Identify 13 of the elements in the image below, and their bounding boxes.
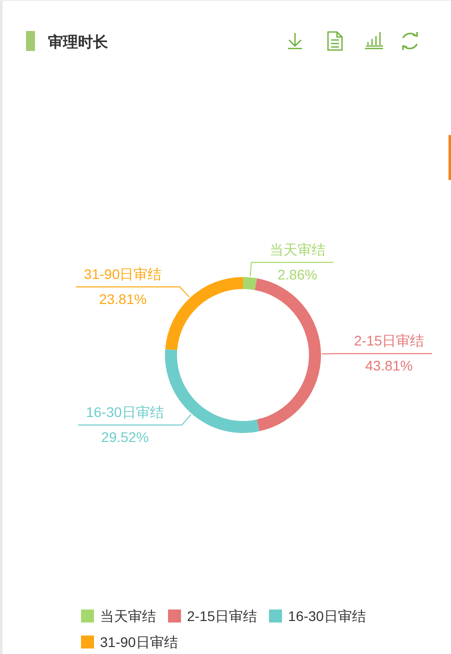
slice-label: 当天审结 — [269, 241, 326, 258]
slice-label: 16-30日审结 — [86, 404, 164, 420]
data-label: 43.81% — [365, 358, 413, 374]
legend-label: 16-30日审结 — [288, 608, 366, 624]
data-label: 29.52% — [101, 429, 149, 446]
data-label: 23.81% — [99, 290, 147, 307]
legend-label: 2-15日审结 — [187, 608, 258, 624]
data-label: 2.86% — [277, 266, 318, 282]
legend-label: 当天审结 — [100, 608, 156, 624]
legend-label: 31-90日审结 — [100, 634, 178, 650]
slice-label: 2-15日审结 — [354, 332, 424, 349]
slice-label: 31-90日审结 — [84, 266, 162, 282]
chart-title: 审理时长 — [48, 33, 109, 51]
